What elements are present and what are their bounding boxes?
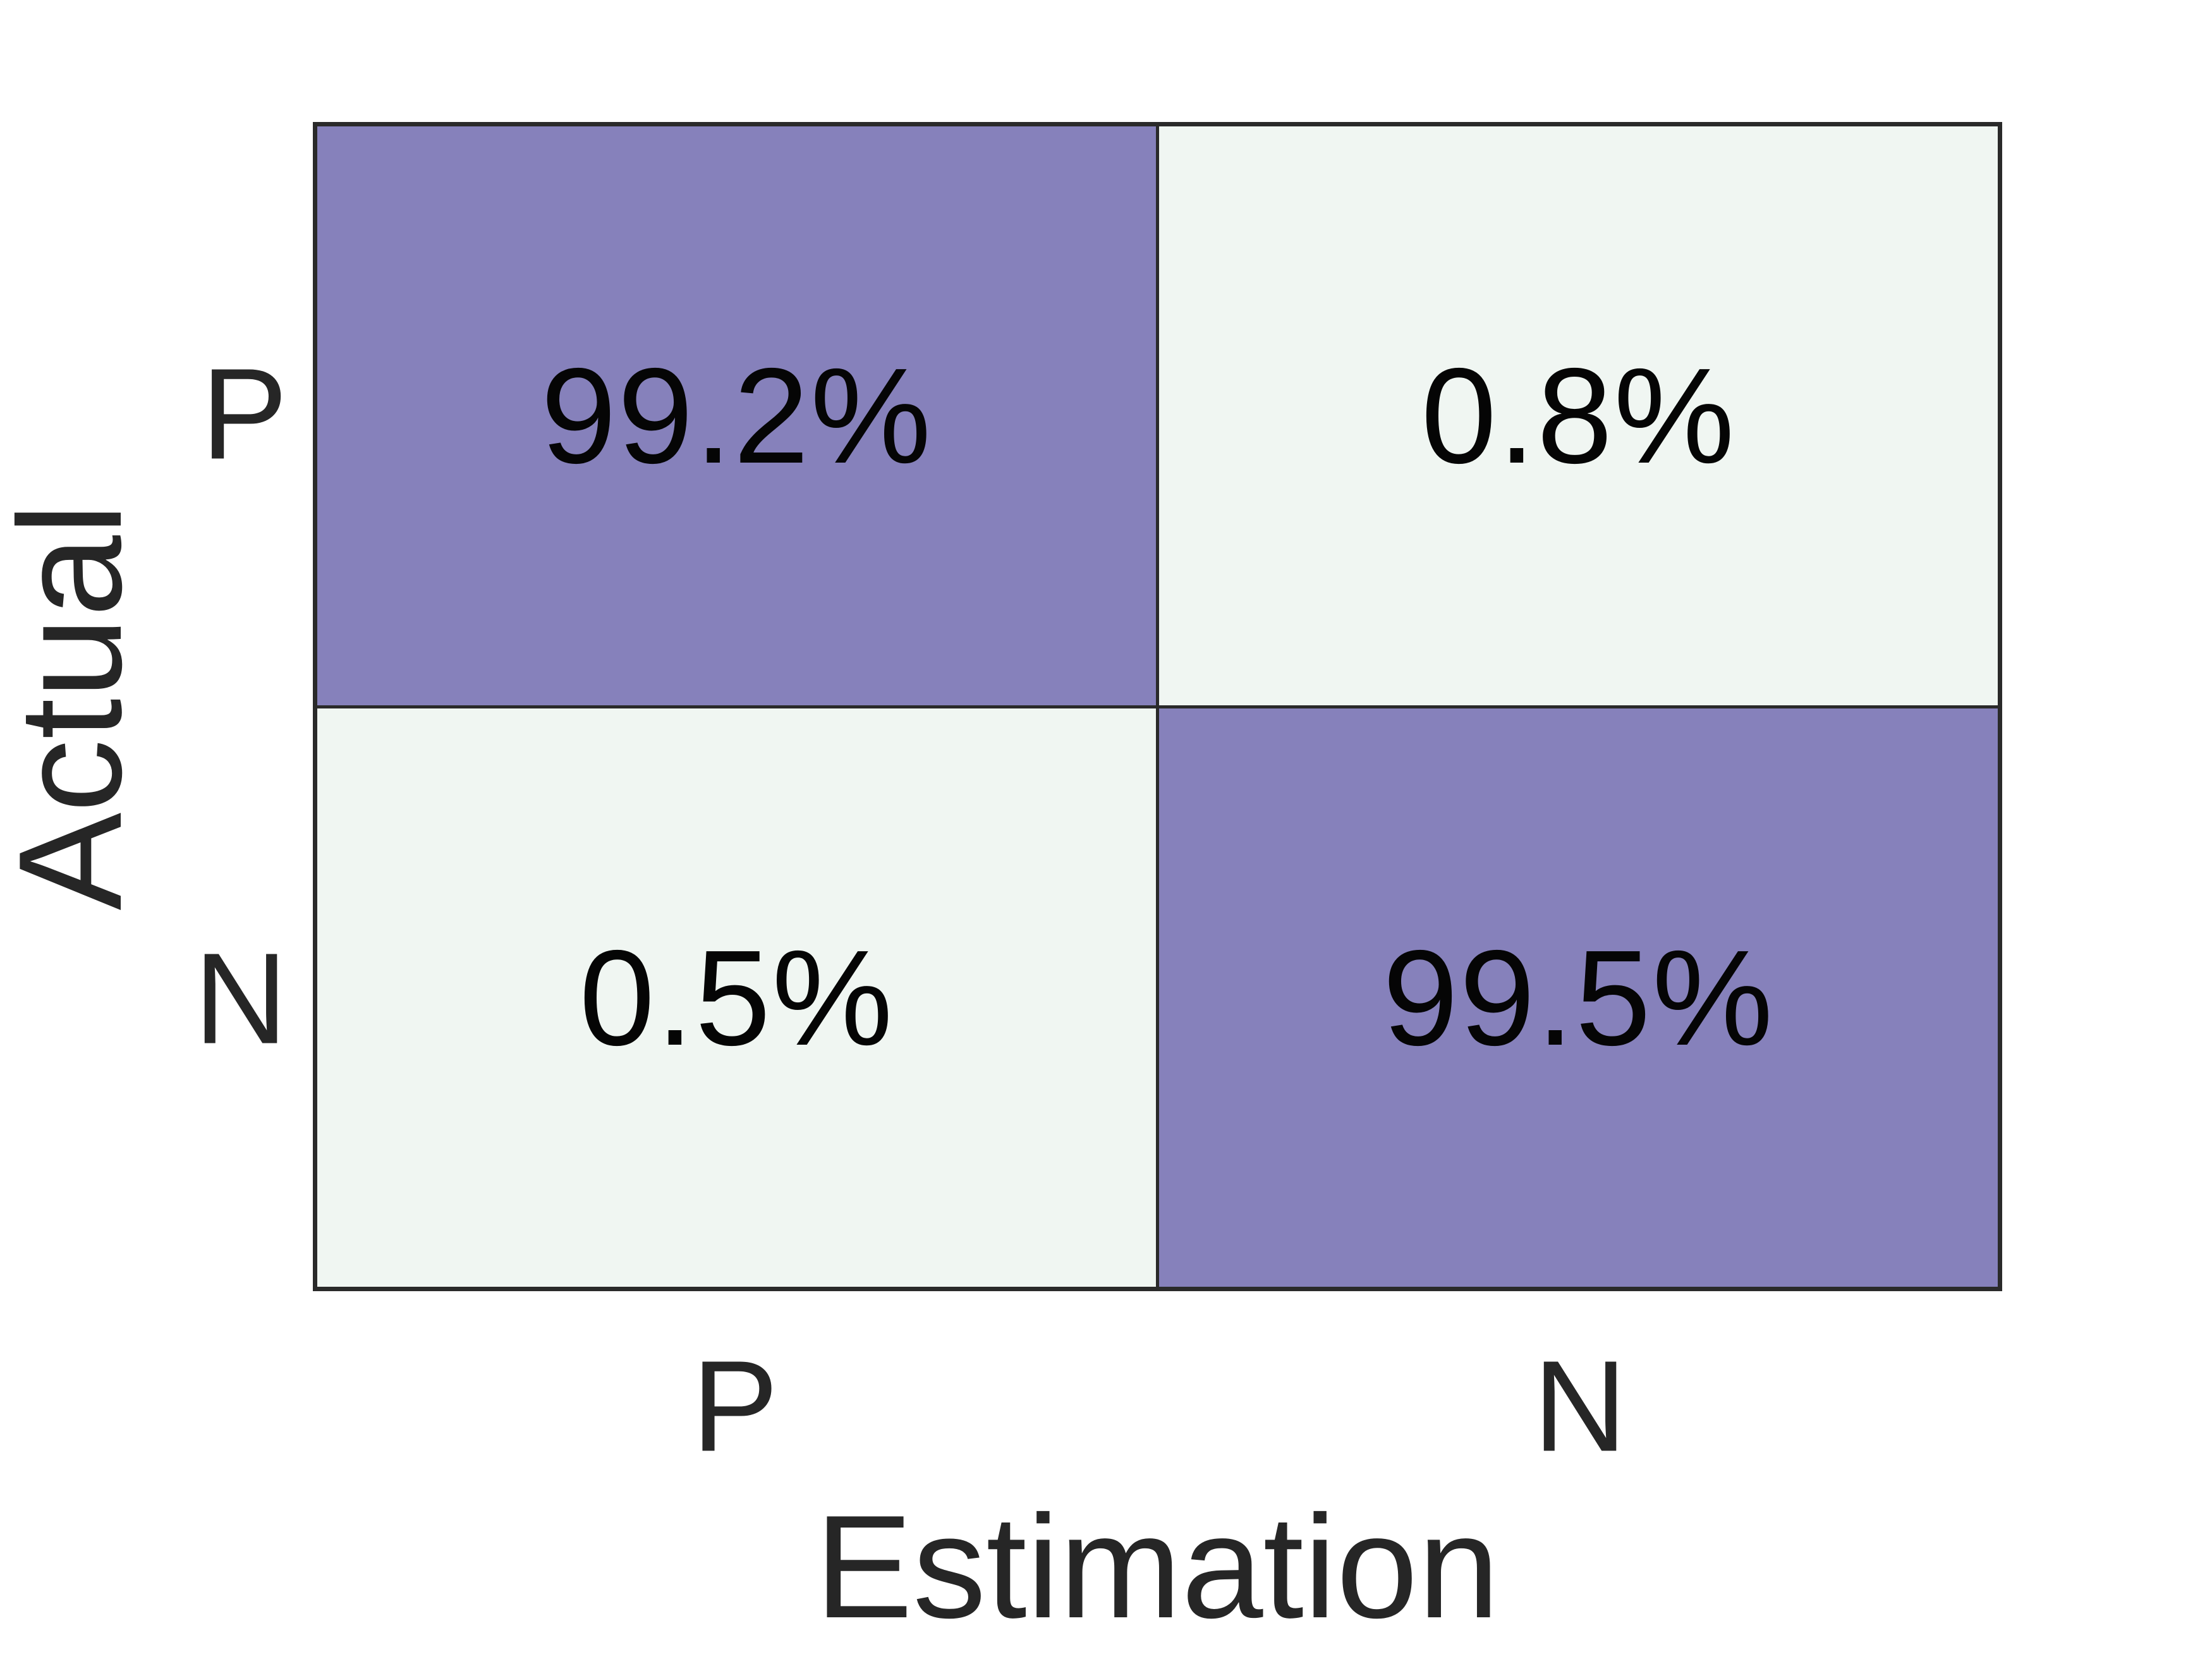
cell-actual-n-est-n: 99.5% bbox=[1159, 708, 1998, 1287]
x-tick-est-p: P bbox=[691, 1334, 779, 1479]
cell-value-true-negative: 99.5% bbox=[1382, 921, 1775, 1074]
cell-actual-p-est-p: 99.2% bbox=[317, 126, 1156, 705]
cell-actual-p-est-n: 0.8% bbox=[1159, 126, 1998, 705]
cell-value-false-positive: 0.5% bbox=[579, 921, 894, 1074]
x-tick-est-n: N bbox=[1533, 1334, 1627, 1479]
y-tick-actual-n: N bbox=[193, 926, 288, 1071]
cell-value-true-positive: 99.2% bbox=[540, 339, 933, 492]
y-tick-actual-p: P bbox=[201, 341, 288, 487]
cell-actual-n-est-p: 0.5% bbox=[317, 708, 1156, 1287]
x-axis-title: Estimation bbox=[815, 1485, 1500, 1649]
y-axis-title: Actual bbox=[0, 502, 152, 911]
cell-value-false-negative: 0.8% bbox=[1421, 339, 1736, 492]
heatmap-grid: 99.2% 0.8% 0.5% 99.5% bbox=[313, 122, 2002, 1291]
